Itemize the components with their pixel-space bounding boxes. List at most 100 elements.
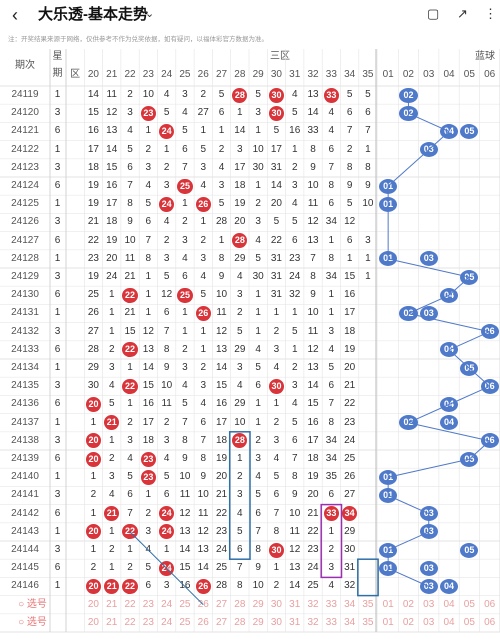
issue-cell: 24136	[11, 398, 39, 410]
pick-blue-number[interactable]: 01	[382, 616, 394, 628]
winning-red-ball: 26	[195, 578, 211, 595]
miss-count-cell: 12	[161, 289, 173, 301]
week-cell: 3	[54, 216, 61, 228]
pick-number[interactable]: 20	[87, 616, 99, 628]
miss-count-cell: 3	[182, 89, 188, 100]
pick-row-label[interactable]: ○ 选号	[18, 616, 47, 628]
pick-blue-number[interactable]: 03	[423, 598, 435, 610]
pick-number[interactable]: 25	[179, 616, 191, 628]
miss-count-cell: 23	[289, 252, 301, 264]
miss-count-cell: 24	[344, 434, 356, 446]
miss-count-cell: 2	[218, 143, 225, 155]
pick-number[interactable]: 30	[270, 616, 282, 628]
miss-count-cell: 5	[163, 471, 170, 483]
pick-number[interactable]: 26	[197, 598, 209, 610]
winning-red-ball: 24	[159, 560, 175, 576]
miss-count-cell: 22	[307, 525, 319, 537]
pick-number[interactable]: 24	[161, 616, 173, 628]
miss-count-cell: 21	[124, 307, 136, 319]
winning-red-ball: 25	[177, 287, 193, 303]
miss-count-cell: 3	[127, 107, 133, 119]
miss-count-cell: 15	[215, 380, 228, 392]
miss-count-cell: 18	[307, 453, 319, 464]
pick-number[interactable]: 22	[124, 598, 136, 610]
miss-count-cell: 20	[307, 489, 319, 501]
pick-blue-number[interactable]: 03	[423, 616, 435, 628]
pick-number[interactable]: 35	[362, 616, 374, 628]
pick-number[interactable]: 35	[362, 598, 374, 610]
pick-number[interactable]: 29	[252, 598, 264, 610]
winning-blue-ball: 02	[399, 305, 418, 322]
pick-blue-number[interactable]: 05	[463, 598, 475, 610]
pick-blue-number[interactable]: 04	[443, 616, 455, 628]
miss-count-cell: 13	[142, 343, 154, 355]
miss-count-cell: 1	[218, 125, 225, 137]
miss-count-cell: 4	[255, 234, 261, 246]
pick-blue-number[interactable]: 05	[463, 616, 475, 628]
miss-count-cell: 1	[127, 362, 133, 373]
chevron-down-icon[interactable]: ⌄	[145, 8, 155, 20]
miss-count-cell: 14	[106, 143, 118, 155]
pick-number[interactable]: 34	[344, 616, 356, 628]
pick-row-label[interactable]: ○ 选号	[18, 598, 47, 610]
week-cell: 3	[54, 107, 61, 119]
miss-count-cell: 11	[216, 307, 227, 319]
pick-number[interactable]: 23	[142, 598, 154, 610]
miss-count-cell: 5	[127, 143, 133, 155]
miss-count-cell: 12	[307, 216, 319, 228]
miss-count-cell: 4	[145, 544, 152, 555]
miss-count-cell: 8	[182, 434, 188, 446]
miss-count-cell: 7	[255, 525, 261, 537]
pick-blue-number[interactable]: 06	[484, 598, 496, 610]
pick-number[interactable]: 31	[289, 616, 301, 628]
miss-count-cell: 4	[182, 380, 188, 392]
pick-number[interactable]: 32	[307, 598, 319, 610]
pick-number[interactable]: 32	[307, 616, 319, 628]
pick-number[interactable]: 28	[234, 616, 246, 628]
pick-number[interactable]: 30	[270, 598, 282, 610]
miss-count-cell: 10	[161, 380, 173, 392]
pick-blue-number[interactable]: 01	[382, 598, 394, 610]
pick-number[interactable]: 27	[215, 616, 228, 628]
miss-count-cell: 5	[291, 416, 298, 428]
miss-count-cell: 5	[291, 107, 298, 119]
pick-number[interactable]: 21	[106, 598, 118, 610]
export-icon[interactable]: ▢	[427, 6, 440, 21]
pick-number[interactable]: 23	[142, 616, 154, 628]
issue-cell: 24137	[11, 416, 39, 428]
pick-number[interactable]: 27	[215, 598, 228, 610]
pick-number[interactable]: 33	[325, 598, 337, 610]
miss-count-cell: 2	[237, 307, 243, 319]
pick-blue-number[interactable]: 04	[443, 598, 455, 610]
winning-red-ball: 21	[104, 578, 120, 595]
pick-number[interactable]: 28	[234, 598, 246, 610]
miss-count-cell: 4	[291, 89, 298, 100]
pick-number[interactable]: 22	[124, 616, 136, 628]
miss-count-cell: 26	[87, 307, 99, 319]
pick-number[interactable]: 21	[106, 616, 118, 628]
pick-number[interactable]: 24	[161, 598, 173, 610]
miss-count-cell: 4	[328, 107, 335, 119]
miss-count-cell: 11	[179, 489, 191, 501]
miss-count-cell: 14	[197, 562, 209, 574]
pick-blue-number[interactable]: 06	[484, 616, 496, 628]
miss-count-cell: 6	[182, 143, 188, 155]
pick-number[interactable]: 20	[87, 598, 99, 610]
pick-number[interactable]: 31	[289, 598, 301, 610]
miss-count-cell: 15	[87, 107, 99, 119]
pick-number[interactable]: 34	[344, 598, 356, 610]
winning-red-ball: 28	[232, 87, 248, 103]
pick-number[interactable]: 33	[325, 616, 337, 628]
winning-blue-ball: 03	[419, 560, 438, 576]
pick-number[interactable]: 25	[179, 598, 191, 610]
miss-count-cell: 30	[87, 380, 99, 392]
issue-cell: 24121	[11, 125, 39, 137]
header-blue: 蓝球	[475, 51, 495, 62]
pick-blue-number[interactable]: 02	[402, 616, 414, 628]
pick-number[interactable]: 29	[252, 616, 264, 628]
share-icon[interactable]: ↗	[457, 6, 468, 21]
pick-blue-number[interactable]: 02	[402, 598, 414, 610]
more-icon[interactable]: ⋮	[484, 6, 497, 21]
pick-number[interactable]: 26	[197, 616, 209, 628]
back-arrow-icon[interactable]: ‹	[12, 5, 18, 25]
